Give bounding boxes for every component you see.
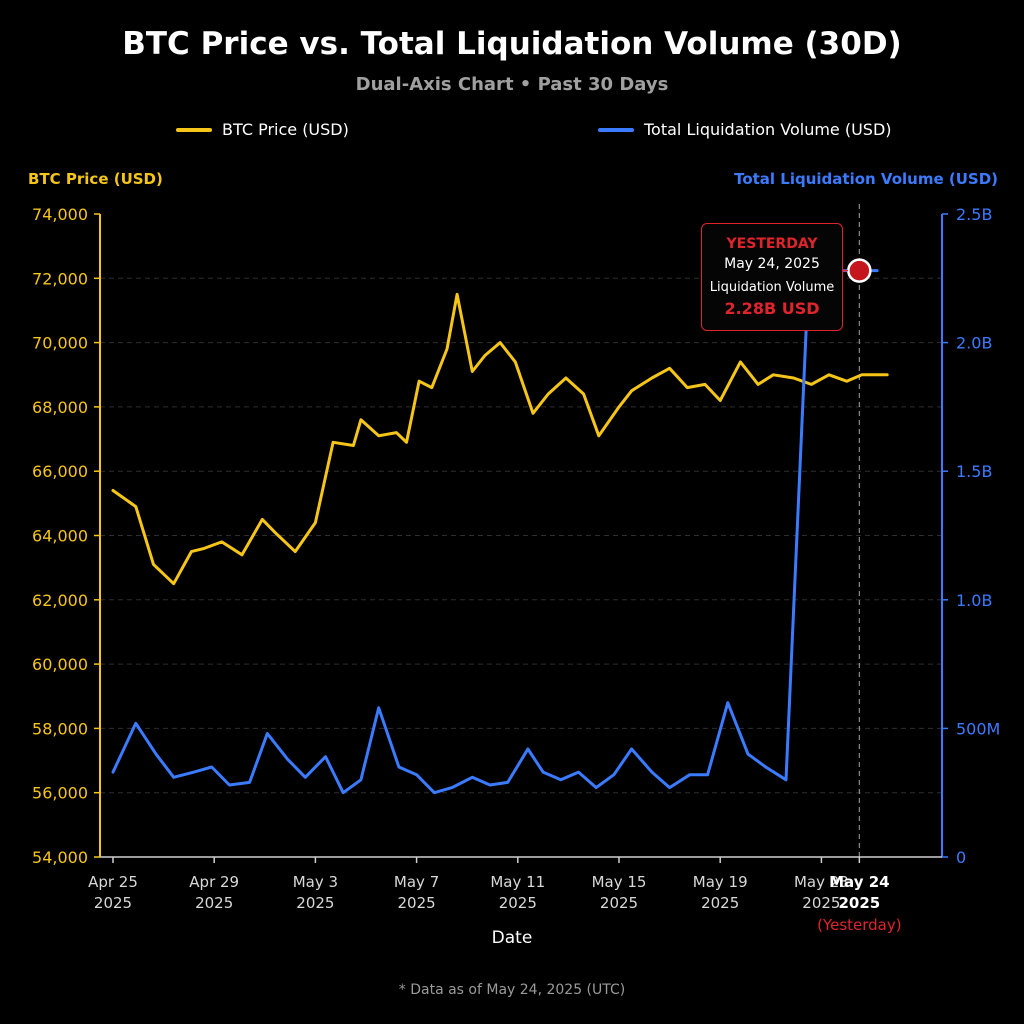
y-right-tick-label: 2.5B: [956, 205, 992, 224]
x-tick-label: Apr 25: [88, 873, 138, 891]
x-tick-year: 2025: [195, 894, 233, 912]
footnote: * Data as of May 24, 2025 (UTC): [398, 982, 626, 998]
yesterday-callout: YESTERDAY May 24, 2025 Liquidation Volum…: [701, 223, 843, 331]
y-right-tick-label: 0: [956, 848, 966, 867]
x-tick-year: 2025: [296, 894, 334, 912]
y-left-tick-label: 68,000: [32, 398, 88, 417]
ticks: 74,000 72,000 70,000 68,000 66,000 64,000 62,0…: [32, 205, 1000, 934]
x-tick-label: May 23: [794, 873, 849, 891]
x-tick-label: Apr 29: [189, 873, 239, 891]
x-tick-year: 2025: [600, 894, 638, 912]
y-left-tick-label: 72,000: [32, 269, 88, 288]
y-right-tick-label: 2.0B: [956, 334, 992, 353]
x-tick-year: 2025: [398, 894, 436, 912]
series-lines: [111, 269, 889, 795]
chart-title: BTC Price vs. Total Liquidation Volume (…: [122, 26, 902, 62]
y-left-tick-label: 64,000: [32, 527, 88, 546]
y-left-tick-label: 62,000: [32, 591, 88, 610]
x-tick-note: (Yesterday): [817, 916, 902, 934]
grid-lines: [100, 204, 942, 857]
y-left-tick-label: 70,000: [32, 334, 88, 353]
legend-label-btc: BTC Price (USD): [222, 120, 349, 139]
y-left-tick-label: 58,000: [32, 719, 88, 738]
y-axis-left-title: BTC Price (USD): [28, 170, 163, 188]
x-tick-year: 2025: [838, 894, 880, 912]
x-axis-title: Date: [491, 928, 533, 948]
callout-value: 2.28B USD: [724, 299, 820, 318]
callout-heading: YESTERDAY: [726, 236, 818, 252]
x-tick-label: May 11: [490, 873, 545, 891]
legend-item-liquidation: Total Liquidation Volume (USD): [598, 120, 892, 139]
legend-label-liquidation: Total Liquidation Volume (USD): [644, 120, 892, 139]
y-left-tick-label: 74,000: [32, 205, 88, 224]
y-left-tick-label: 54,000: [32, 848, 88, 867]
btc-price-line: [111, 292, 889, 586]
callout-date: May 24, 2025: [724, 256, 820, 272]
yesterday-point-marker: [847, 258, 872, 283]
y-axis-right-title: Total Liquidation Volume (USD): [734, 170, 998, 188]
chart-subtitle: Dual-Axis Chart • Past 30 Days: [355, 74, 669, 95]
y-left-tick-label: 56,000: [32, 784, 88, 803]
x-tick-label: May 24: [829, 873, 889, 891]
x-tick-label: May 7: [394, 873, 439, 891]
x-tick-label: May 3: [293, 873, 338, 891]
legend-swatch-btc: [176, 127, 212, 132]
legend-item-btc-price: BTC Price (USD): [176, 120, 349, 139]
y-right-tick-label: 1.5B: [956, 462, 992, 481]
x-tick-label: May 15: [592, 873, 647, 891]
callout-label: Liquidation Volume: [709, 280, 835, 295]
x-tick-year: 2025: [802, 894, 840, 912]
y-right-tick-label: 1.0B: [956, 591, 992, 610]
y-left-tick-label: 60,000: [32, 655, 88, 674]
liquidation-volume-line: [111, 269, 879, 795]
x-tick-year: 2025: [94, 894, 132, 912]
y-left-tick-label: 66,000: [32, 462, 88, 481]
legend-swatch-liquidation: [598, 127, 634, 132]
y-right-tick-label: 500M: [956, 719, 1000, 738]
x-tick-year: 2025: [499, 894, 537, 912]
x-tick-label: May 19: [693, 873, 748, 891]
x-tick-year: 2025: [701, 894, 739, 912]
